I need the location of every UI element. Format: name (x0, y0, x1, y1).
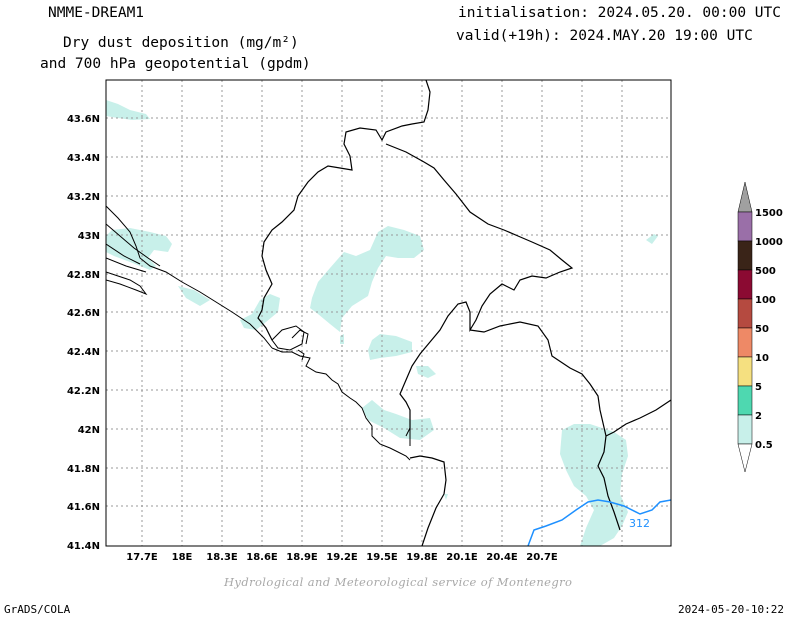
legend-level-label: 0.5 (755, 440, 773, 451)
lon-tick-label: 18.6E (246, 552, 278, 563)
lon-tick-label: 20.4E (486, 552, 518, 563)
lon-tick-label: 18E (172, 552, 193, 563)
lon-tick-label: 20.7E (526, 552, 558, 563)
credit-text: Hydrological and Meteorological service … (224, 575, 573, 589)
lon-tick-label: 19.2E (326, 552, 358, 563)
lat-tick-label: 43N (78, 231, 100, 242)
lon-tick-label: 20.1E (446, 552, 478, 563)
valid-time: valid(+19h): 2024.MAY.20 19:00 UTC (456, 28, 753, 44)
legend-color-boxes (737, 211, 753, 445)
lat-tick-label: 42.6N (67, 308, 100, 319)
lon-tick-label: 18.9E (286, 552, 318, 563)
plot-date: 2024-05-20-10:22 (678, 603, 784, 616)
legend-color-box (737, 414, 753, 445)
lat-tick-label: 41.8N (67, 464, 100, 475)
legend-color-box (737, 211, 753, 242)
legend-level-label: 100 (755, 295, 776, 306)
lat-lon-grid (106, 80, 671, 546)
lat-tick-label: 42.4N (67, 347, 100, 358)
lon-tick-label: 19.8E (406, 552, 438, 563)
legend-level-label: 2 (755, 411, 762, 422)
grads-label: GrADS/COLA (4, 603, 71, 616)
legend-color-box (737, 269, 753, 300)
country-borders (257, 80, 671, 546)
lon-tick-label: 18.3E (206, 552, 238, 563)
title-line-2: and 700 hPa geopotential (gpdm) (40, 56, 311, 72)
legend-color-box (737, 240, 753, 271)
legend-level-label: 50 (755, 324, 769, 335)
title-line-1: Dry dust deposition (mg/m²) (63, 35, 299, 51)
lat-tick-label: 42N (78, 425, 100, 436)
legend-color-box (737, 327, 753, 358)
map-plot-area (106, 80, 671, 546)
legend-level-label: 10 (755, 353, 769, 364)
longitude-axis: 17.7E 18E 18.3E 18.6E 18.9E 19.2E 19.5E … (126, 552, 558, 563)
lat-tick-label: 42.2N (67, 386, 100, 397)
lat-tick-label: 43.6N (67, 114, 100, 125)
legend-level-label: 500 (755, 266, 776, 277)
lat-tick-label: 41.4N (67, 541, 100, 552)
legend-color-box (737, 356, 753, 387)
lon-tick-label: 17.7E (126, 552, 158, 563)
lat-tick-label: 43.4N (67, 153, 100, 164)
legend-level-label: 1500 (755, 208, 783, 219)
legend-labels: 1500 1000 500 100 50 10 5 2 0.5 (755, 208, 783, 451)
lat-tick-label: 41.6N (67, 502, 100, 513)
contour-label: 312 (629, 517, 650, 530)
dust-deposition-areas (106, 100, 658, 546)
model-name: NMME-DREAM1 (48, 5, 145, 21)
lat-tick-label: 42.8N (67, 270, 100, 281)
lon-tick-label: 19.5E (366, 552, 398, 563)
coastline-and-borders (106, 205, 411, 461)
legend-top-cap (737, 181, 753, 213)
legend-bottom-cap (737, 443, 753, 473)
legend-color-box (737, 298, 753, 329)
initialisation-time: initialisation: 2024.05.20. 00:00 UTC (458, 5, 782, 21)
legend-color-box (737, 385, 753, 416)
color-legend: 1500 1000 500 100 50 10 5 2 0.5 (737, 181, 783, 473)
lat-tick-label: 43.2N (67, 192, 100, 203)
map-frame (105, 79, 672, 547)
legend-level-label: 5 (755, 382, 762, 393)
geopotential-contour-line (527, 499, 671, 546)
latitude-axis: 43.6N 43.4N 43.2N 43N 42.8N 42.6N 42.4N … (67, 114, 100, 552)
legend-level-label: 1000 (755, 237, 783, 248)
